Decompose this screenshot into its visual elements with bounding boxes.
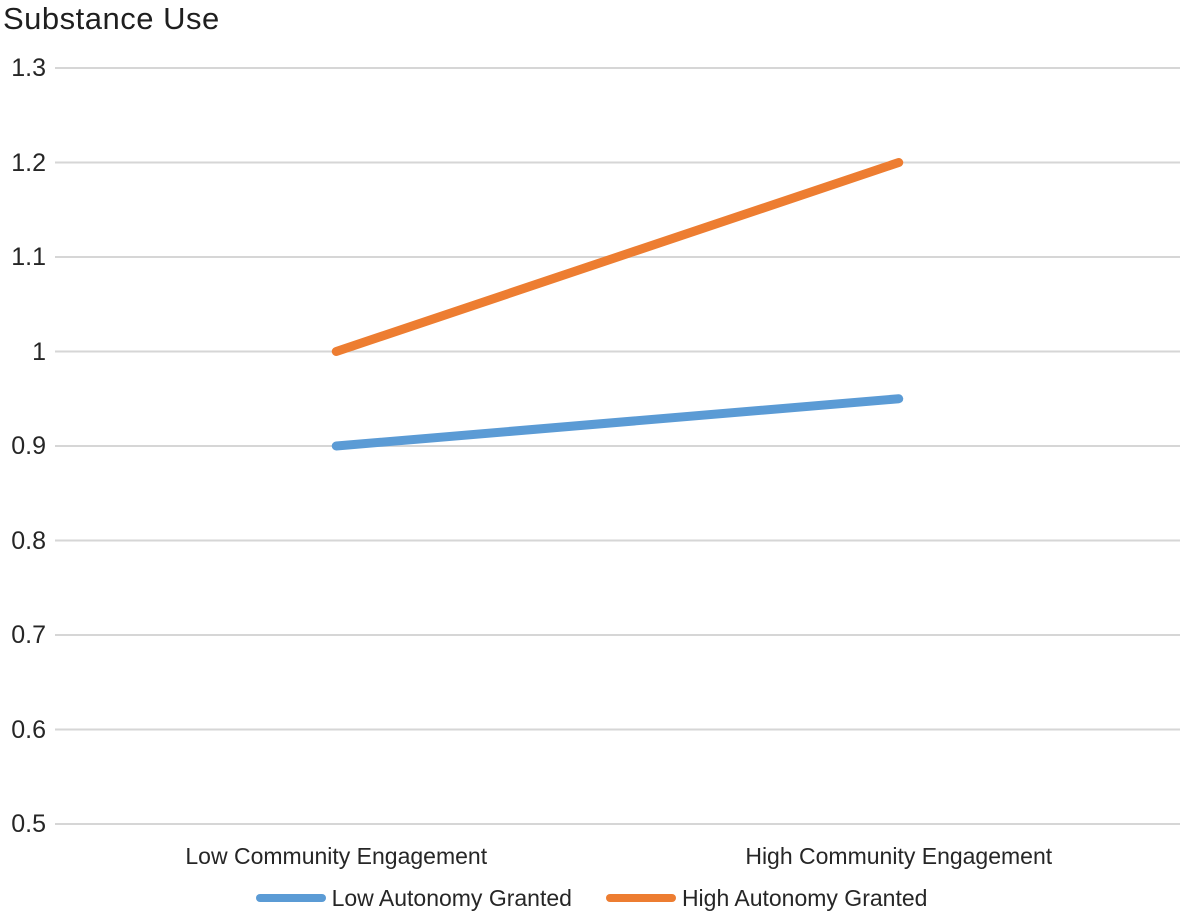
legend: Low Autonomy Granted High Autonomy Grante… bbox=[0, 883, 1183, 913]
legend-label: High Autonomy Granted bbox=[681, 885, 928, 911]
y-tick-label: 0.8 bbox=[11, 526, 46, 555]
legend-item: High Autonomy Granted bbox=[605, 884, 928, 912]
y-tick-label: 0.6 bbox=[11, 715, 46, 744]
y-tick-label: 0.9 bbox=[11, 432, 46, 460]
y-tick-label: 1.3 bbox=[11, 54, 46, 82]
y-tick-label: 1.2 bbox=[11, 148, 46, 177]
legend-item: Low Autonomy Granted bbox=[255, 884, 572, 912]
series-line-high-autonomy-granted bbox=[331, 158, 904, 356]
y-tick-label: 1 bbox=[32, 337, 46, 366]
series-line-low-autonomy-granted bbox=[331, 394, 904, 451]
x-category-label: High Community Engagement bbox=[745, 843, 1053, 869]
legend-line-marker bbox=[255, 894, 326, 902]
x-category-label: Low Community Engagement bbox=[185, 843, 488, 869]
legend-line-marker bbox=[605, 894, 676, 902]
legend-label: Low Autonomy Granted bbox=[331, 885, 572, 911]
y-tick-label: 0.5 bbox=[11, 810, 46, 838]
y-tick-label: 0.7 bbox=[11, 621, 46, 649]
chart-title: Substance Use bbox=[3, 1, 220, 36]
y-tick-label: 1.1 bbox=[11, 243, 46, 271]
